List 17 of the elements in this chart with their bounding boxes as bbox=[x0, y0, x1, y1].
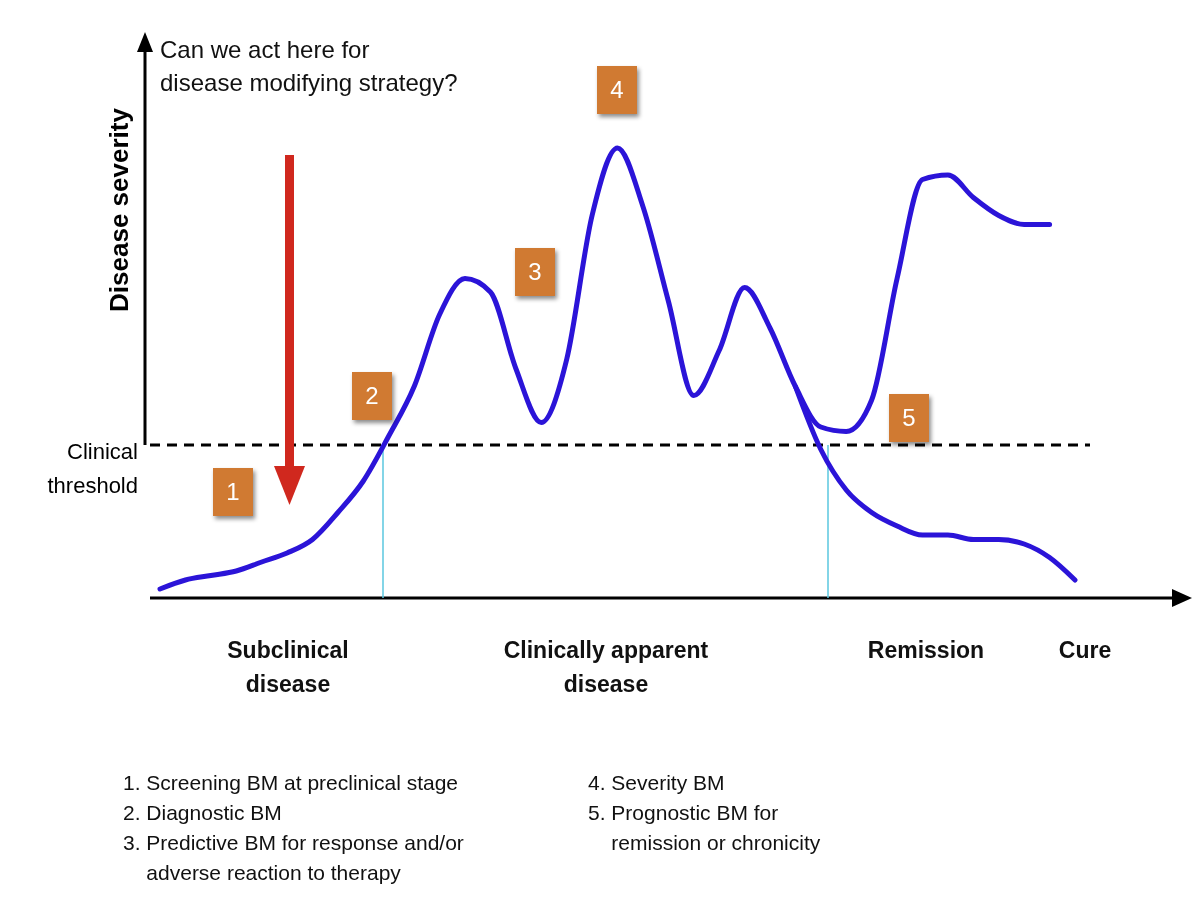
text: 5. Prognostic BM for remission or chronicity bbox=[588, 801, 821, 854]
text: 4 bbox=[610, 76, 624, 103]
y-axis-title: Disease severity bbox=[104, 107, 134, 312]
text: 3. Predictive BM for response and/or adverse reaction to therapy bbox=[123, 831, 464, 884]
annotation: 1 bbox=[226, 478, 240, 505]
ref-line-label: Clinical threshold bbox=[47, 439, 138, 498]
text: Clinically apparent disease bbox=[503, 637, 709, 697]
text: Remission bbox=[867, 637, 985, 663]
annotation: 5 bbox=[902, 404, 916, 431]
annotation: 2 bbox=[365, 382, 379, 409]
text: Can we act here for disease modifying strategy? bbox=[160, 36, 458, 96]
text: 4. Severity BM bbox=[588, 771, 725, 794]
text: Subclinical disease bbox=[227, 637, 349, 697]
text: 1. Screening BM at preclinical stage bbox=[123, 771, 459, 794]
text: 2. Diagnostic BM bbox=[123, 801, 282, 824]
annotation: 3 bbox=[528, 258, 542, 285]
text: Cure bbox=[1058, 637, 1112, 663]
